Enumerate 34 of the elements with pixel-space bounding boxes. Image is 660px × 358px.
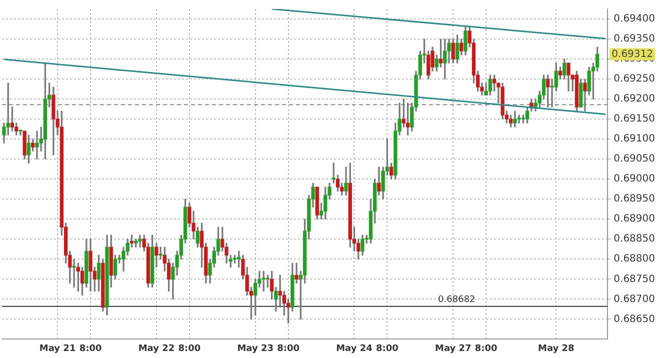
y-tick-label: 0.68950: [614, 194, 656, 205]
x-tick-label: May 22: [138, 344, 175, 354]
y-tick-label: 0.69150: [614, 114, 656, 125]
y-tick-label: 0.68700: [614, 294, 656, 305]
candlestick: [35, 130, 39, 160]
x-tick-label: May 21: [39, 344, 76, 354]
y-tick-label: 0.68900: [614, 214, 656, 225]
candlestick: [18, 130, 22, 136]
y-tick-label: 0.69400: [614, 14, 656, 25]
x-tick-label: 8:00: [474, 344, 498, 354]
y-tick-label: 0.69250: [614, 74, 656, 85]
x-tick-label: May 27: [434, 344, 472, 354]
y-tick-label: 0.69350: [614, 34, 656, 45]
candlestick: [72, 258, 76, 288]
y-tick-label: 0.69100: [614, 134, 656, 145]
y-tick-label: 0.68850: [614, 234, 656, 245]
x-tick-label: May 24: [336, 344, 372, 354]
x-tick-label: May 28: [538, 344, 574, 354]
y-tick-label: 0.69050: [614, 154, 656, 165]
y-tick-label: 0.68750: [614, 274, 656, 285]
ref-line-label: 0.68682: [438, 295, 476, 306]
x-tick-label: 8:00: [376, 344, 398, 354]
x-tick-label: 8:00: [79, 344, 102, 354]
candlestick: [294, 262, 298, 284]
y-tick-label: 0.68800: [614, 254, 656, 265]
y-tick-label: 0.68650: [614, 314, 656, 325]
candlestick: [517, 114, 521, 124]
text: 0.69312: [612, 48, 654, 60]
candlestick: [138, 234, 142, 248]
y-tick-label: 0.69000: [614, 174, 656, 185]
y-tick-label: 0.69200: [614, 94, 656, 105]
x-tick-label: May 23: [237, 344, 274, 354]
x-tick-label: 8:00: [277, 344, 300, 354]
x-tick-label: 8:00: [178, 344, 201, 354]
